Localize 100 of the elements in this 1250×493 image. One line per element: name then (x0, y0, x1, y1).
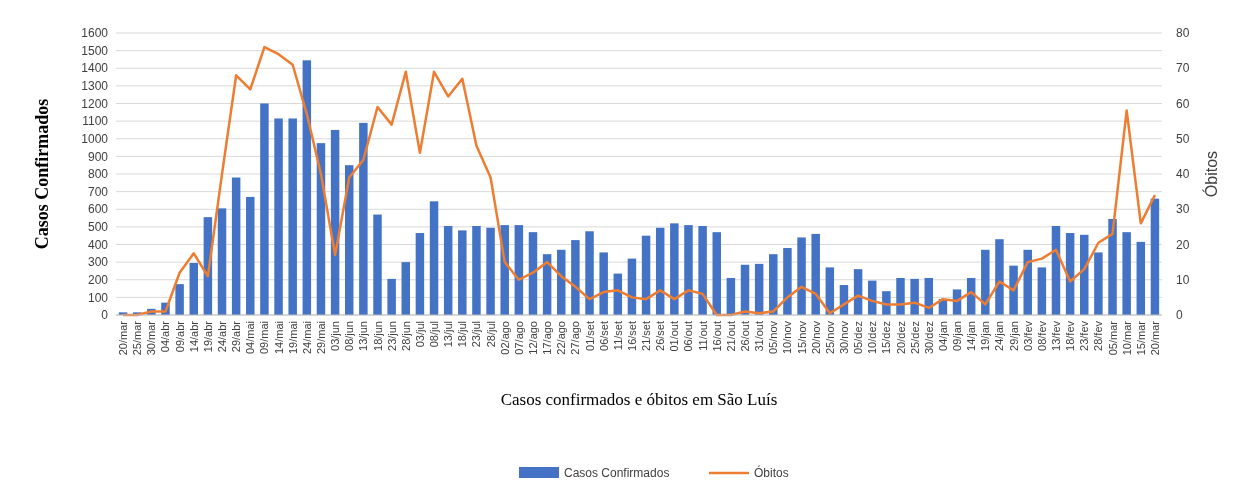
y2-tick-label: 20 (1176, 237, 1190, 252)
y2-tick-label: 40 (1176, 167, 1190, 182)
legend-label: Casos Confirmados (564, 466, 670, 481)
x-tick-label: 14/mai (272, 321, 285, 355)
x-tick-label: 31/out (753, 321, 766, 352)
x-tick-label: 29/abr (230, 320, 243, 353)
x-axis-title: Casos confirmados e óbitos em São Luís (500, 390, 778, 409)
x-tick-label: 13/jun (357, 321, 370, 351)
x-tick-label: 05/dez (852, 321, 865, 355)
x-tick-label: 19/mai (286, 321, 299, 355)
x-tick-label: 09/abr (173, 320, 186, 353)
x-tick-label: 04/abr (159, 320, 172, 353)
x-tick-label: 12/ago (526, 321, 539, 355)
y-tick-label: 0 (101, 308, 109, 323)
x-tick-label: 09/mai (258, 321, 271, 355)
x-tick-label: 14/jan (965, 321, 978, 351)
x-tick-label: 29/mai (314, 321, 327, 355)
x-tick-label: 04/jan (936, 321, 949, 351)
x-tick-label: 19/abr (201, 320, 214, 353)
x-tick-label: 25/mar (131, 320, 144, 356)
x-tick-label: 04/mai (244, 321, 257, 355)
x-tick-label: 06/out (682, 321, 695, 352)
x-tick-label: 30/dez (922, 321, 935, 355)
x-tick-label: 25/dez (908, 321, 921, 355)
y-tick-label: 1500 (81, 43, 109, 58)
x-tick-label: 13/jul (442, 321, 455, 348)
y2-tick-label: 0 (1176, 308, 1183, 323)
x-tick-label: 29/jan (1007, 321, 1020, 351)
x-tick-label: 28/fev (1092, 320, 1105, 351)
x-tick-label: 19/jan (979, 321, 992, 351)
y-axis-title: Casos Confirmados (32, 98, 52, 250)
x-tick-label: 28/jul (484, 321, 497, 348)
x-tick-label: 06/set (597, 321, 610, 351)
y2-tick-label: 70 (1176, 61, 1190, 76)
x-tick-label: 14/abr (187, 320, 200, 353)
x-tick-label: 23/jul (470, 321, 483, 348)
x-tick-label: 10/dez (866, 321, 879, 355)
x-tick-label: 08/fev (1035, 320, 1048, 351)
x-tick-label: 08/jun (343, 321, 356, 351)
y2-tick-label: 30 (1176, 202, 1190, 217)
x-tick-label: 30/nov (837, 320, 850, 355)
x-tick-label: 10/mar (1120, 320, 1133, 356)
y2-tick-label: 50 (1176, 131, 1190, 146)
x-tick-label: 27/ago (569, 321, 582, 355)
y-tick-label: 300 (87, 255, 109, 270)
x-tick-label: 22/ago (555, 321, 568, 355)
y-tick-label: 1000 (81, 131, 109, 146)
x-tick-label: 18/jul (456, 321, 469, 348)
y-tick-label: 1400 (81, 61, 109, 76)
x-tick-label: 20/nov (809, 320, 822, 355)
y-tick-label: 200 (87, 272, 109, 287)
y-tick-label: 1300 (81, 79, 109, 94)
legend-label: Óbitos (754, 465, 789, 481)
x-tick-label: 11/out (696, 321, 709, 351)
x-tick-label: 01/out (668, 321, 681, 352)
x-tick-label: 28/jun (399, 321, 412, 351)
x-tick-label: 15/mar (1134, 320, 1147, 356)
x-tick-label: 24/abr (216, 320, 229, 353)
y2-axis-title: Óbitos (1202, 150, 1220, 198)
y-tick-label: 1600 (81, 26, 109, 41)
x-tick-label: 26/set (654, 321, 667, 351)
x-tick-label: 02/ago (498, 321, 511, 355)
y2-tick-label: 80 (1176, 26, 1190, 41)
x-tick-label: 03/jun (329, 321, 342, 351)
x-tick-label: 05/mar (1106, 320, 1119, 356)
y-tick-label: 500 (87, 220, 109, 235)
x-tick-label: 24/jan (993, 321, 1006, 351)
x-tick-label: 16/set (625, 321, 638, 351)
x-tick-label: 18/jun (371, 321, 384, 351)
x-tick-label: 03/jul (413, 321, 426, 348)
x-tick-label: 11/set (611, 321, 624, 351)
x-tick-label: 20/mar (117, 320, 130, 356)
y-tick-label: 1100 (82, 114, 109, 129)
x-tick-label: 09/jan (951, 321, 964, 351)
y-tick-label: 100 (87, 290, 109, 305)
x-tick-label: 03/fev (1021, 320, 1034, 351)
x-tick-label: 01/set (583, 321, 596, 351)
x-tick-label: 24/mai (300, 321, 313, 355)
y-tick-label: 700 (87, 184, 109, 199)
x-tick-label: 23/jun (385, 321, 398, 351)
x-tick-label: 21/set (640, 321, 653, 351)
y-tick-label: 600 (87, 202, 109, 217)
x-tick-label: 17/ago (541, 321, 554, 355)
x-tick-label: 10/nov (781, 320, 794, 355)
x-tick-label: 13/fev (1049, 320, 1062, 351)
x-tick-label: 15/nov (795, 320, 808, 355)
x-tick-label: 21/out (724, 321, 737, 352)
y-tick-label: 900 (87, 149, 109, 164)
x-tick-label: 25/nov (823, 320, 836, 355)
x-tick-label: 20/dez (894, 321, 907, 355)
x-tick-label: 30/mar (145, 320, 158, 356)
y-tick-label: 400 (87, 237, 109, 252)
y2-tick-label: 60 (1176, 96, 1190, 111)
x-tick-label: 07/ago (512, 321, 525, 355)
x-tick-label: 20/mar (1148, 320, 1161, 356)
x-tick-label: 18/fev (1064, 320, 1077, 351)
y-tick-label: 1200 (81, 96, 109, 111)
y2-tick-label: 10 (1176, 272, 1190, 287)
x-tick-label: 08/jul (428, 321, 441, 348)
x-tick-label: 23/fev (1078, 320, 1091, 351)
